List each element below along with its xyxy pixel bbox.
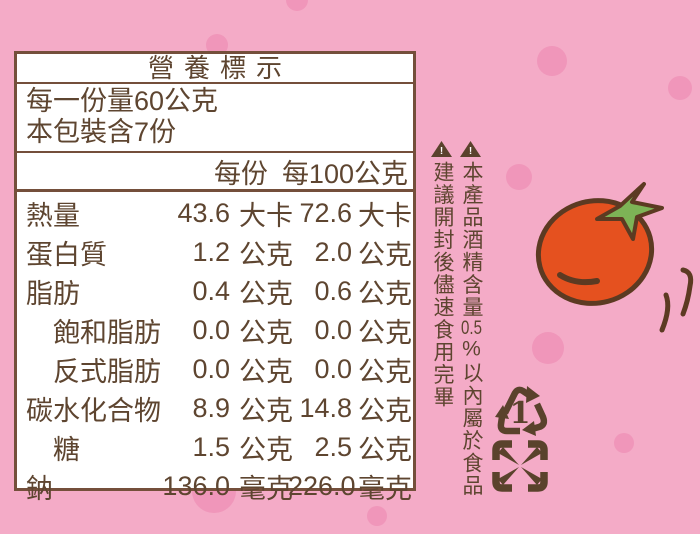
recycle-square-arrows xyxy=(498,447,542,485)
per-serving-value: 0.4 xyxy=(192,276,230,306)
table-row-sugar: 糖 1.5 公克 2.5 公克 xyxy=(17,428,413,467)
alcohol-content-notice: 本產品酒精含量0.5%以內屬於食品 xyxy=(459,161,483,506)
per-100g-value: 226.0 xyxy=(288,471,356,501)
per-serving-value: 0.0 xyxy=(192,315,230,345)
nutrient-label: 熱量 xyxy=(26,201,80,231)
per-100g-header: 每100公克 xyxy=(281,158,408,189)
background-dot xyxy=(668,76,692,100)
taiwan-recycling-icon xyxy=(492,440,548,492)
tomato-highlight-line xyxy=(557,272,600,286)
sparkle-stroke xyxy=(680,267,694,317)
per-100g-value: 0.0 xyxy=(314,315,352,345)
alert-triangle-icon: ! xyxy=(460,141,481,157)
nutrient-label: 飽和脂肪 xyxy=(53,318,161,348)
per-100g-value: 14.8 xyxy=(299,393,352,423)
notice-text-segment: 本產品酒精含量 xyxy=(460,161,483,319)
background-dot xyxy=(286,0,308,11)
table-row-carbohydrate: 碳水化合物 8.9 公克 14.8 公克 xyxy=(17,389,413,428)
per-serving-unit: 公克 xyxy=(239,240,293,270)
notice-text-segment: %以內屬於食品 xyxy=(460,337,483,498)
notice-number: 0.5 xyxy=(461,318,482,338)
nutrition-table-title: 營養標示 xyxy=(17,54,413,84)
servings-per-pack-line: 本包裝含7份 xyxy=(26,117,177,147)
per-serving-value: 8.9 xyxy=(192,393,230,423)
per-serving-unit: 公克 xyxy=(239,435,293,465)
arrowhead xyxy=(526,386,540,403)
arrowhead xyxy=(495,405,509,419)
per-100g-unit: 公克 xyxy=(358,396,412,426)
nutrient-label: 糖 xyxy=(53,435,80,465)
per-100g-value: 2.5 xyxy=(314,432,352,462)
nutrient-label: 鈉 xyxy=(26,474,53,504)
table-row-sodium: 鈉 136.0 毫克 226.0 毫克 xyxy=(17,467,413,506)
table-row-fat: 脂肪 0.4 公克 0.6 公克 xyxy=(17,272,413,311)
per-serving-unit: 公克 xyxy=(239,279,293,309)
consume-soon-notice: 建議開封後儘速食用完畢 xyxy=(430,161,454,421)
alert-triangle-icon: ! xyxy=(431,141,452,157)
per-100g-value: 72.6 xyxy=(299,198,352,228)
per-serving-value: 43.6 xyxy=(177,198,230,228)
per-serving-value: 1.5 xyxy=(192,432,230,462)
tomato-calyx-leaf xyxy=(595,182,664,241)
table-row-saturated-fat: 飽和脂肪 0.0 公克 0.0 公克 xyxy=(17,311,413,350)
per-serving-value: 1.2 xyxy=(192,237,230,267)
per-serving-header: 每份 xyxy=(213,158,268,189)
background-dot xyxy=(532,332,564,364)
per-100g-unit: 公克 xyxy=(358,240,412,270)
exclamation-mark: ! xyxy=(439,146,444,157)
per-serving-unit: 大卡 xyxy=(239,201,293,231)
background-dot xyxy=(537,46,567,76)
serving-info: 每一份量60公克 本包裝含7份 xyxy=(17,84,413,153)
pet-1-recycling-icon: 1 xyxy=(495,386,548,436)
background-dot xyxy=(506,164,532,190)
per-serving-unit: 公克 xyxy=(239,357,293,387)
per-100g-unit: 公克 xyxy=(358,435,412,465)
nutrition-facts-table: 營養標示 每一份量60公克 本包裝含7份 每份 每100公克 熱量 43.6 大… xyxy=(14,51,416,504)
recycle-square-ring xyxy=(492,440,548,492)
per-serving-value: 136.0 xyxy=(162,471,230,501)
per-serving-unit: 毫克 xyxy=(239,474,293,504)
nutrient-label: 反式脂肪 xyxy=(53,357,161,387)
table-row-protein: 蛋白質 1.2 公克 2.0 公克 xyxy=(17,233,413,272)
per-100g-value: 0.6 xyxy=(314,276,352,306)
table-row-calories: 熱量 43.6 大卡 72.6 大卡 xyxy=(17,194,413,233)
exclamation-mark: ! xyxy=(468,146,473,157)
recycling-code-number: 1 xyxy=(510,396,531,431)
tomato-doodle xyxy=(535,182,694,333)
recycle-arrows xyxy=(497,386,548,435)
serving-size-line: 每一份量60公克 xyxy=(26,86,219,116)
background-dot xyxy=(614,433,634,453)
per-100g-value: 2.0 xyxy=(314,237,352,267)
per-serving-unit: 公克 xyxy=(239,396,293,426)
notice-text-segment: 建議開封後儘速食用完畢 xyxy=(431,161,454,409)
sparkle-stroke xyxy=(659,292,671,333)
per-100g-value: 0.0 xyxy=(314,354,352,384)
per-100g-unit: 公克 xyxy=(358,279,412,309)
nutrient-label: 脂肪 xyxy=(26,279,80,309)
per-100g-unit: 公克 xyxy=(358,318,412,348)
table-row-trans-fat: 反式脂肪 0.0 公克 0.0 公克 xyxy=(17,350,413,389)
nutrient-label: 碳水化合物 xyxy=(26,396,161,426)
background-dot xyxy=(367,506,387,526)
per-100g-unit: 大卡 xyxy=(358,201,412,231)
nutrient-label: 蛋白質 xyxy=(26,240,107,270)
background-dot xyxy=(206,34,228,56)
per-100g-unit: 毫克 xyxy=(358,474,412,504)
nutrient-rows: 熱量 43.6 大卡 72.6 大卡 蛋白質 1.2 公克 2.0 公克 脂肪 … xyxy=(17,192,413,508)
per-100g-unit: 公克 xyxy=(358,357,412,387)
column-header-row: 每份 每100公克 xyxy=(17,153,413,192)
per-serving-unit: 公克 xyxy=(239,318,293,348)
per-serving-value: 0.0 xyxy=(192,354,230,384)
arrowhead xyxy=(522,421,536,436)
